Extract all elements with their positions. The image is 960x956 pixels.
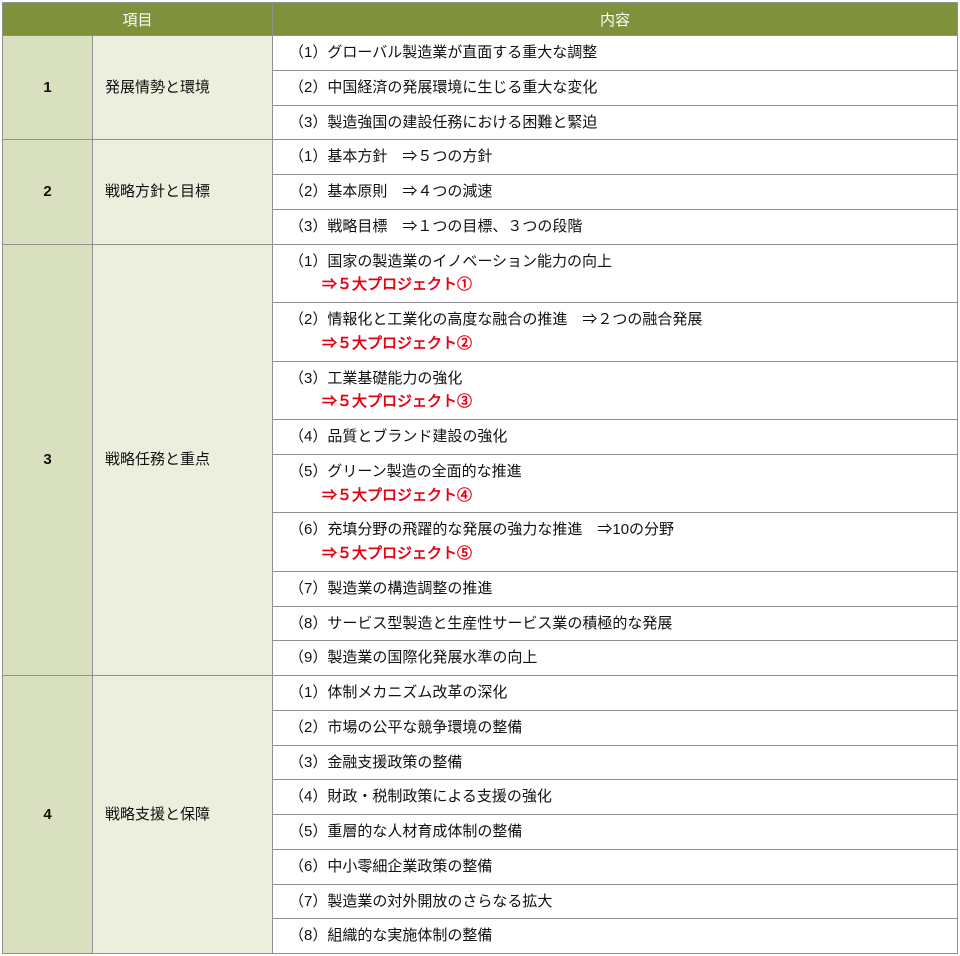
content-text: （7）製造業の対外開放のさらなる拡大 [289,893,552,910]
content-cell: （6）充填分野の飛躍的な発展の強力な推進 ⇒10の分野 ⇒５大プロジェクト⑤ [273,513,958,572]
content-text: （1）国家の製造業のイノベーション能力の向上 [289,253,612,270]
content-highlight: ⇒５大プロジェクト③ [289,391,947,413]
header-row: 項目 内容 [3,3,958,36]
section-category: 戦略支援と保障 [93,676,273,954]
section-number: 1 [3,36,93,140]
content-cell: （8）組織的な実施体制の整備 [273,919,958,954]
content-cell: （3）戦略目標 ⇒１つの目標、３つの段階 [273,209,958,244]
content-cell: （2）情報化と工業化の高度な融合の推進 ⇒２つの融合発展 ⇒５大プロジェクト② [273,303,958,362]
content-cell: （3）製造強国の建設任務における困難と緊迫 [273,105,958,140]
content-text: （2）市場の公平な競争環境の整備 [289,719,522,736]
content-text: （7）製造業の構造調整の推進 [289,580,492,597]
content-text: （6）充填分野の飛躍的な発展の強力な推進 ⇒10の分野 [289,521,674,538]
content-text: （3）製造強国の建設任務における困難と緊迫 [289,114,597,131]
content-text: （2）中国経済の発展環境に生じる重大な変化 [289,79,597,96]
table-row: 4戦略支援と保障（1）体制メカニズム改革の深化 [3,676,958,711]
content-highlight: ⇒５大プロジェクト① [289,274,947,296]
table-row: 2戦略方針と目標（1）基本方針 ⇒５つの方針 [3,140,958,175]
content-cell: （5）重層的な人材育成体制の整備 [273,815,958,850]
section-number: 3 [3,244,93,676]
structure-table: 項目 内容 1発展情勢と環境（1）グローバル製造業が直面する重大な調整（2）中国… [2,2,958,954]
content-cell: （3）工業基礎能力の強化 ⇒５大プロジェクト③ [273,361,958,420]
section-category: 戦略方針と目標 [93,140,273,244]
content-text: （2）情報化と工業化の高度な融合の推進 ⇒２つの融合発展 [289,311,702,328]
content-cell: （2）中国経済の発展環境に生じる重大な変化 [273,70,958,105]
section-category: 発展情勢と環境 [93,36,273,140]
content-text: （4）品質とブランド建設の強化 [289,428,507,445]
content-cell: （2）基本原則 ⇒４つの減速 [273,175,958,210]
content-text: （1）基本方針 ⇒５つの方針 [289,148,492,165]
content-text: （2）基本原則 ⇒４つの減速 [289,183,492,200]
content-cell: （2）市場の公平な競争環境の整備 [273,710,958,745]
content-text: （5）グリーン製造の全面的な推進 [289,463,522,480]
content-highlight: ⇒５大プロジェクト④ [289,485,947,507]
section-number: 2 [3,140,93,244]
section-number: 4 [3,676,93,954]
header-col-item: 項目 [3,3,273,36]
content-cell: （7）製造業の対外開放のさらなる拡大 [273,884,958,919]
content-cell: （1）基本方針 ⇒５つの方針 [273,140,958,175]
content-text: （9）製造業の国際化発展水準の向上 [289,649,537,666]
content-cell: （9）製造業の国際化発展水準の向上 [273,641,958,676]
content-cell: （6）中小零細企業政策の整備 [273,849,958,884]
content-cell: （1）体制メカニズム改革の深化 [273,676,958,711]
table-row: 3戦略任務と重点（1）国家の製造業のイノベーション能力の向上⇒５大プロジェクト① [3,244,958,303]
content-text: （3）戦略目標 ⇒１つの目標、３つの段階 [289,218,582,235]
content-text: （1）体制メカニズム改革の深化 [289,684,507,701]
content-cell: （3）金融支援政策の整備 [273,745,958,780]
content-cell: （1）国家の製造業のイノベーション能力の向上 ⇒５大プロジェクト① [273,244,958,303]
content-text: （1）グローバル製造業が直面する重大な調整 [289,44,597,61]
content-text: （8）サービス型製造と生産性サービス業の積極的な発展 [289,615,672,632]
content-text: （6）中小零細企業政策の整備 [289,858,492,875]
content-cell: （7）製造業の構造調整の推進 [273,571,958,606]
section-category: 戦略任務と重点 [93,244,273,676]
content-cell: （8）サービス型製造と生産性サービス業の積極的な発展 [273,606,958,641]
content-text: （8）組織的な実施体制の整備 [289,927,492,944]
content-text: （5）重層的な人材育成体制の整備 [289,823,522,840]
content-cell: （5）グリーン製造の全面的な推進 ⇒５大プロジェクト④ [273,454,958,513]
content-text: （4）財政・税制政策による支援の強化 [289,788,552,805]
content-cell: （1）グローバル製造業が直面する重大な調整 [273,36,958,71]
header-col-content: 内容 [273,3,958,36]
content-cell: （4）財政・税制政策による支援の強化 [273,780,958,815]
content-text: （3）金融支援政策の整備 [289,754,462,771]
table-row: 1発展情勢と環境（1）グローバル製造業が直面する重大な調整 [3,36,958,71]
content-cell: （4）品質とブランド建設の強化 [273,420,958,455]
content-highlight: ⇒５大プロジェクト② [289,333,947,355]
content-highlight: ⇒５大プロジェクト⑤ [289,543,947,565]
content-text: （3）工業基礎能力の強化 [289,370,462,387]
